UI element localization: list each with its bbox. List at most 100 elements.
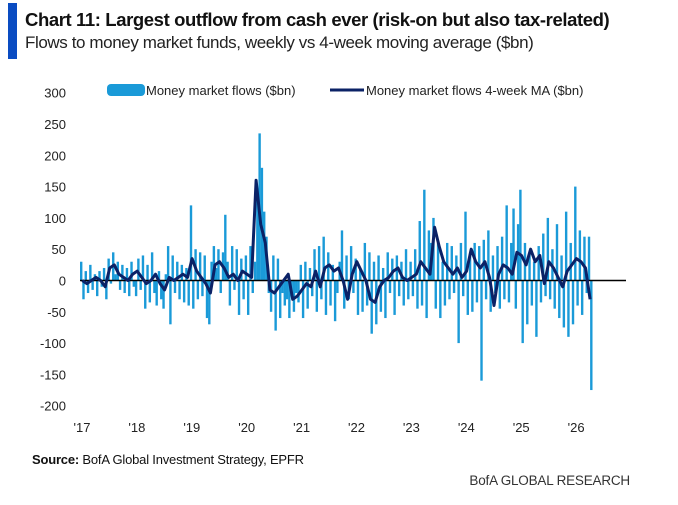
flow-bar bbox=[484, 280, 488, 300]
flow-bar bbox=[514, 280, 518, 309]
flow-bar bbox=[235, 249, 238, 281]
flow-bar bbox=[521, 280, 524, 344]
legend-label-flows: Money market flows ($bn) bbox=[146, 83, 296, 98]
flow-bar bbox=[359, 267, 362, 281]
flow-bar bbox=[253, 261, 257, 281]
flow-bar bbox=[343, 280, 346, 309]
flow-bar bbox=[354, 258, 357, 281]
flow-bar bbox=[295, 280, 298, 294]
flow-bar bbox=[576, 280, 579, 306]
y-tick-label: 300 bbox=[44, 86, 66, 101]
flow-bar bbox=[443, 280, 447, 306]
legend: Money market flows ($bn) Money market fl… bbox=[107, 83, 583, 98]
flow-bar bbox=[157, 271, 161, 281]
flow-bar bbox=[311, 280, 314, 297]
flow-bar bbox=[317, 246, 321, 281]
flow-bar bbox=[82, 280, 85, 300]
flow-bar bbox=[276, 258, 280, 281]
flow-bar bbox=[452, 280, 456, 294]
flow-bar bbox=[411, 280, 415, 297]
x-tick-label: '18 bbox=[128, 420, 145, 435]
ma-line bbox=[81, 178, 592, 307]
flow-bar bbox=[384, 280, 387, 319]
flow-bar bbox=[436, 242, 440, 281]
flow-bar bbox=[89, 264, 92, 281]
flow-bar bbox=[134, 280, 138, 297]
flow-bar bbox=[130, 261, 133, 281]
flow-bar bbox=[423, 189, 426, 281]
flow-bar bbox=[306, 280, 309, 309]
flow-bar bbox=[242, 280, 245, 300]
flow-bar bbox=[457, 280, 460, 344]
flow-bar bbox=[503, 280, 506, 300]
flow-bar bbox=[434, 280, 437, 309]
flow-bar bbox=[230, 246, 234, 281]
flow-bar bbox=[446, 242, 449, 281]
flow-bar bbox=[507, 280, 511, 303]
flow-bar bbox=[475, 280, 479, 303]
x-tick-label: '19 bbox=[183, 420, 200, 435]
flow-bar bbox=[237, 280, 241, 315]
flow-bar bbox=[416, 280, 419, 309]
flow-bar bbox=[370, 280, 373, 334]
flow-bar bbox=[80, 261, 83, 281]
flow-bar bbox=[356, 280, 360, 315]
flow-bar bbox=[217, 249, 220, 281]
flow-bar bbox=[315, 280, 319, 312]
x-tick-label: '22 bbox=[348, 420, 365, 435]
flow-bar bbox=[590, 280, 593, 391]
flow-bar bbox=[283, 280, 286, 306]
flow-bar bbox=[162, 280, 165, 309]
y-tick-label: -100 bbox=[40, 336, 66, 351]
y-tick-label: 200 bbox=[44, 148, 66, 163]
flow-bar bbox=[246, 280, 250, 315]
flow-bar bbox=[407, 280, 410, 300]
x-tick-label: '20 bbox=[238, 420, 255, 435]
flow-bar bbox=[548, 280, 552, 300]
x-axis: '17 '18 '19 '20 '21 '22 '23 '24 '25 '26 bbox=[74, 420, 585, 435]
y-tick-label: 150 bbox=[44, 180, 66, 195]
flow-bar bbox=[336, 280, 339, 294]
flow-bar bbox=[365, 280, 369, 306]
y-tick-label: 50 bbox=[52, 242, 66, 257]
flow-bar bbox=[553, 280, 556, 309]
flow-bar bbox=[182, 280, 186, 303]
flow-bar bbox=[297, 280, 300, 303]
brand-label: BofA GLOBAL RESEARCH bbox=[469, 473, 630, 488]
flow-bar bbox=[571, 280, 575, 325]
flow-bar bbox=[393, 280, 396, 315]
flow-bar bbox=[558, 280, 561, 319]
y-tick-label: -150 bbox=[40, 367, 66, 382]
flow-bar bbox=[281, 280, 284, 294]
flow-bar bbox=[562, 280, 566, 328]
flow-bar bbox=[379, 280, 383, 312]
flow-bar bbox=[164, 274, 168, 281]
flow-bar bbox=[233, 280, 236, 290]
flow-bar bbox=[201, 280, 204, 297]
flow-bar bbox=[208, 280, 211, 325]
flow-bar bbox=[391, 258, 394, 281]
source-note: Source: BofA Global Investment Strategy,… bbox=[32, 452, 304, 467]
flow-bar bbox=[466, 280, 469, 315]
flow-bar bbox=[372, 261, 376, 281]
flow-bar bbox=[148, 280, 152, 303]
flow-bar bbox=[249, 246, 252, 281]
flow-bar bbox=[176, 261, 179, 281]
flow-bar bbox=[544, 280, 547, 297]
y-tick-label: -200 bbox=[40, 399, 66, 414]
flow-bar bbox=[496, 246, 499, 281]
y-tick-label: 100 bbox=[44, 211, 66, 226]
flow-bar bbox=[288, 280, 291, 319]
x-tick-label: '26 bbox=[568, 420, 585, 435]
flow-bar bbox=[340, 230, 344, 281]
flow-bar bbox=[171, 255, 174, 281]
flow-bar bbox=[462, 280, 465, 297]
flow-bar bbox=[580, 280, 584, 315]
flow-bar bbox=[228, 280, 232, 306]
flow-bar bbox=[137, 258, 140, 281]
flow-bar bbox=[569, 242, 572, 281]
flow-bar bbox=[203, 255, 206, 281]
flow-bar bbox=[526, 280, 529, 325]
flow-bar bbox=[226, 261, 229, 281]
